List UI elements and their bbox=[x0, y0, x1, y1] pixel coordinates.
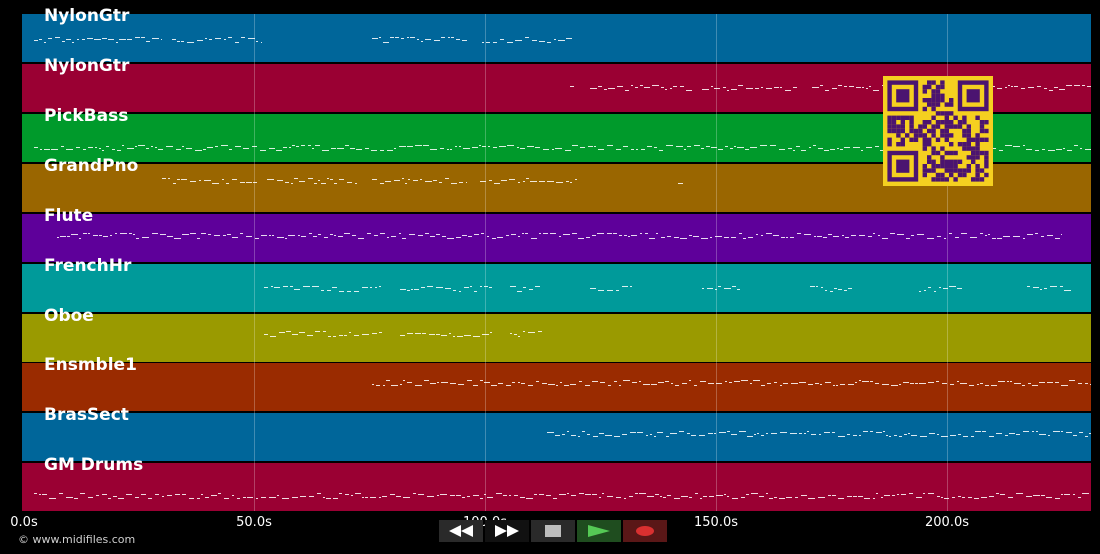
play-button[interactable] bbox=[577, 520, 621, 542]
rewind-button[interactable] bbox=[439, 520, 483, 542]
stop-button[interactable] bbox=[531, 520, 575, 542]
record-icon bbox=[636, 526, 654, 536]
track-area[interactable]: NylonGtr NylonGtr PickBass GrandPno Flut… bbox=[22, 6, 1091, 511]
record-button[interactable] bbox=[623, 520, 667, 542]
track-name-10: GM Drums bbox=[44, 455, 144, 475]
track-name-9: BrasSect bbox=[44, 405, 129, 425]
stop-icon bbox=[545, 525, 561, 537]
gridline-3 bbox=[716, 14, 717, 511]
track-lane-6[interactable]: FrenchHr bbox=[22, 256, 1091, 312]
gridline-2 bbox=[485, 14, 486, 511]
note-strip-6 bbox=[264, 286, 1071, 292]
track-lane-7[interactable]: Oboe bbox=[22, 306, 1091, 362]
play-icon bbox=[588, 525, 610, 537]
time-tick-150: 150.0s bbox=[694, 515, 738, 530]
track-lane-1[interactable]: NylonGtr bbox=[22, 6, 1091, 62]
transport-controls bbox=[439, 520, 667, 542]
note-strip-4 bbox=[162, 178, 683, 184]
copyright-text: © www.midifiles.com bbox=[18, 533, 136, 546]
gridline-1 bbox=[254, 14, 255, 511]
note-strip-7 bbox=[264, 331, 542, 337]
fast-forward-icon bbox=[495, 525, 519, 537]
track-name-6: FrenchHr bbox=[44, 256, 132, 276]
track-lane-5[interactable]: Flute bbox=[22, 206, 1091, 262]
note-strip-9 bbox=[547, 431, 1091, 437]
rewind-icon bbox=[449, 525, 473, 537]
time-tick-50: 50.0s bbox=[236, 515, 272, 530]
time-tick-200: 200.0s bbox=[925, 515, 969, 530]
note-strip-8 bbox=[372, 380, 1091, 386]
track-name-3: PickBass bbox=[44, 106, 129, 126]
track-name-8: Ensmble1 bbox=[44, 355, 137, 375]
track-name-2: NylonGtr bbox=[44, 56, 130, 76]
gridline-4 bbox=[947, 14, 948, 511]
track-lane-9[interactable]: BrasSect bbox=[22, 405, 1091, 461]
qr-code-icon bbox=[883, 76, 993, 186]
track-lane-4[interactable]: GrandPno bbox=[22, 156, 1091, 212]
fast-forward-button[interactable] bbox=[485, 520, 529, 542]
time-tick-0: 0.0s bbox=[10, 515, 38, 530]
track-name-1: NylonGtr bbox=[44, 6, 130, 26]
track-name-7: Oboe bbox=[44, 306, 94, 326]
track-name-5: Flute bbox=[44, 206, 94, 226]
note-strip-5 bbox=[57, 233, 1062, 239]
track-name-4: GrandPno bbox=[44, 156, 139, 176]
note-strip-1 bbox=[34, 37, 572, 43]
note-strip-10 bbox=[34, 493, 1089, 499]
track-lane-10[interactable]: GM Drums bbox=[22, 455, 1091, 511]
track-lane-8[interactable]: Ensmble1 bbox=[22, 355, 1091, 411]
